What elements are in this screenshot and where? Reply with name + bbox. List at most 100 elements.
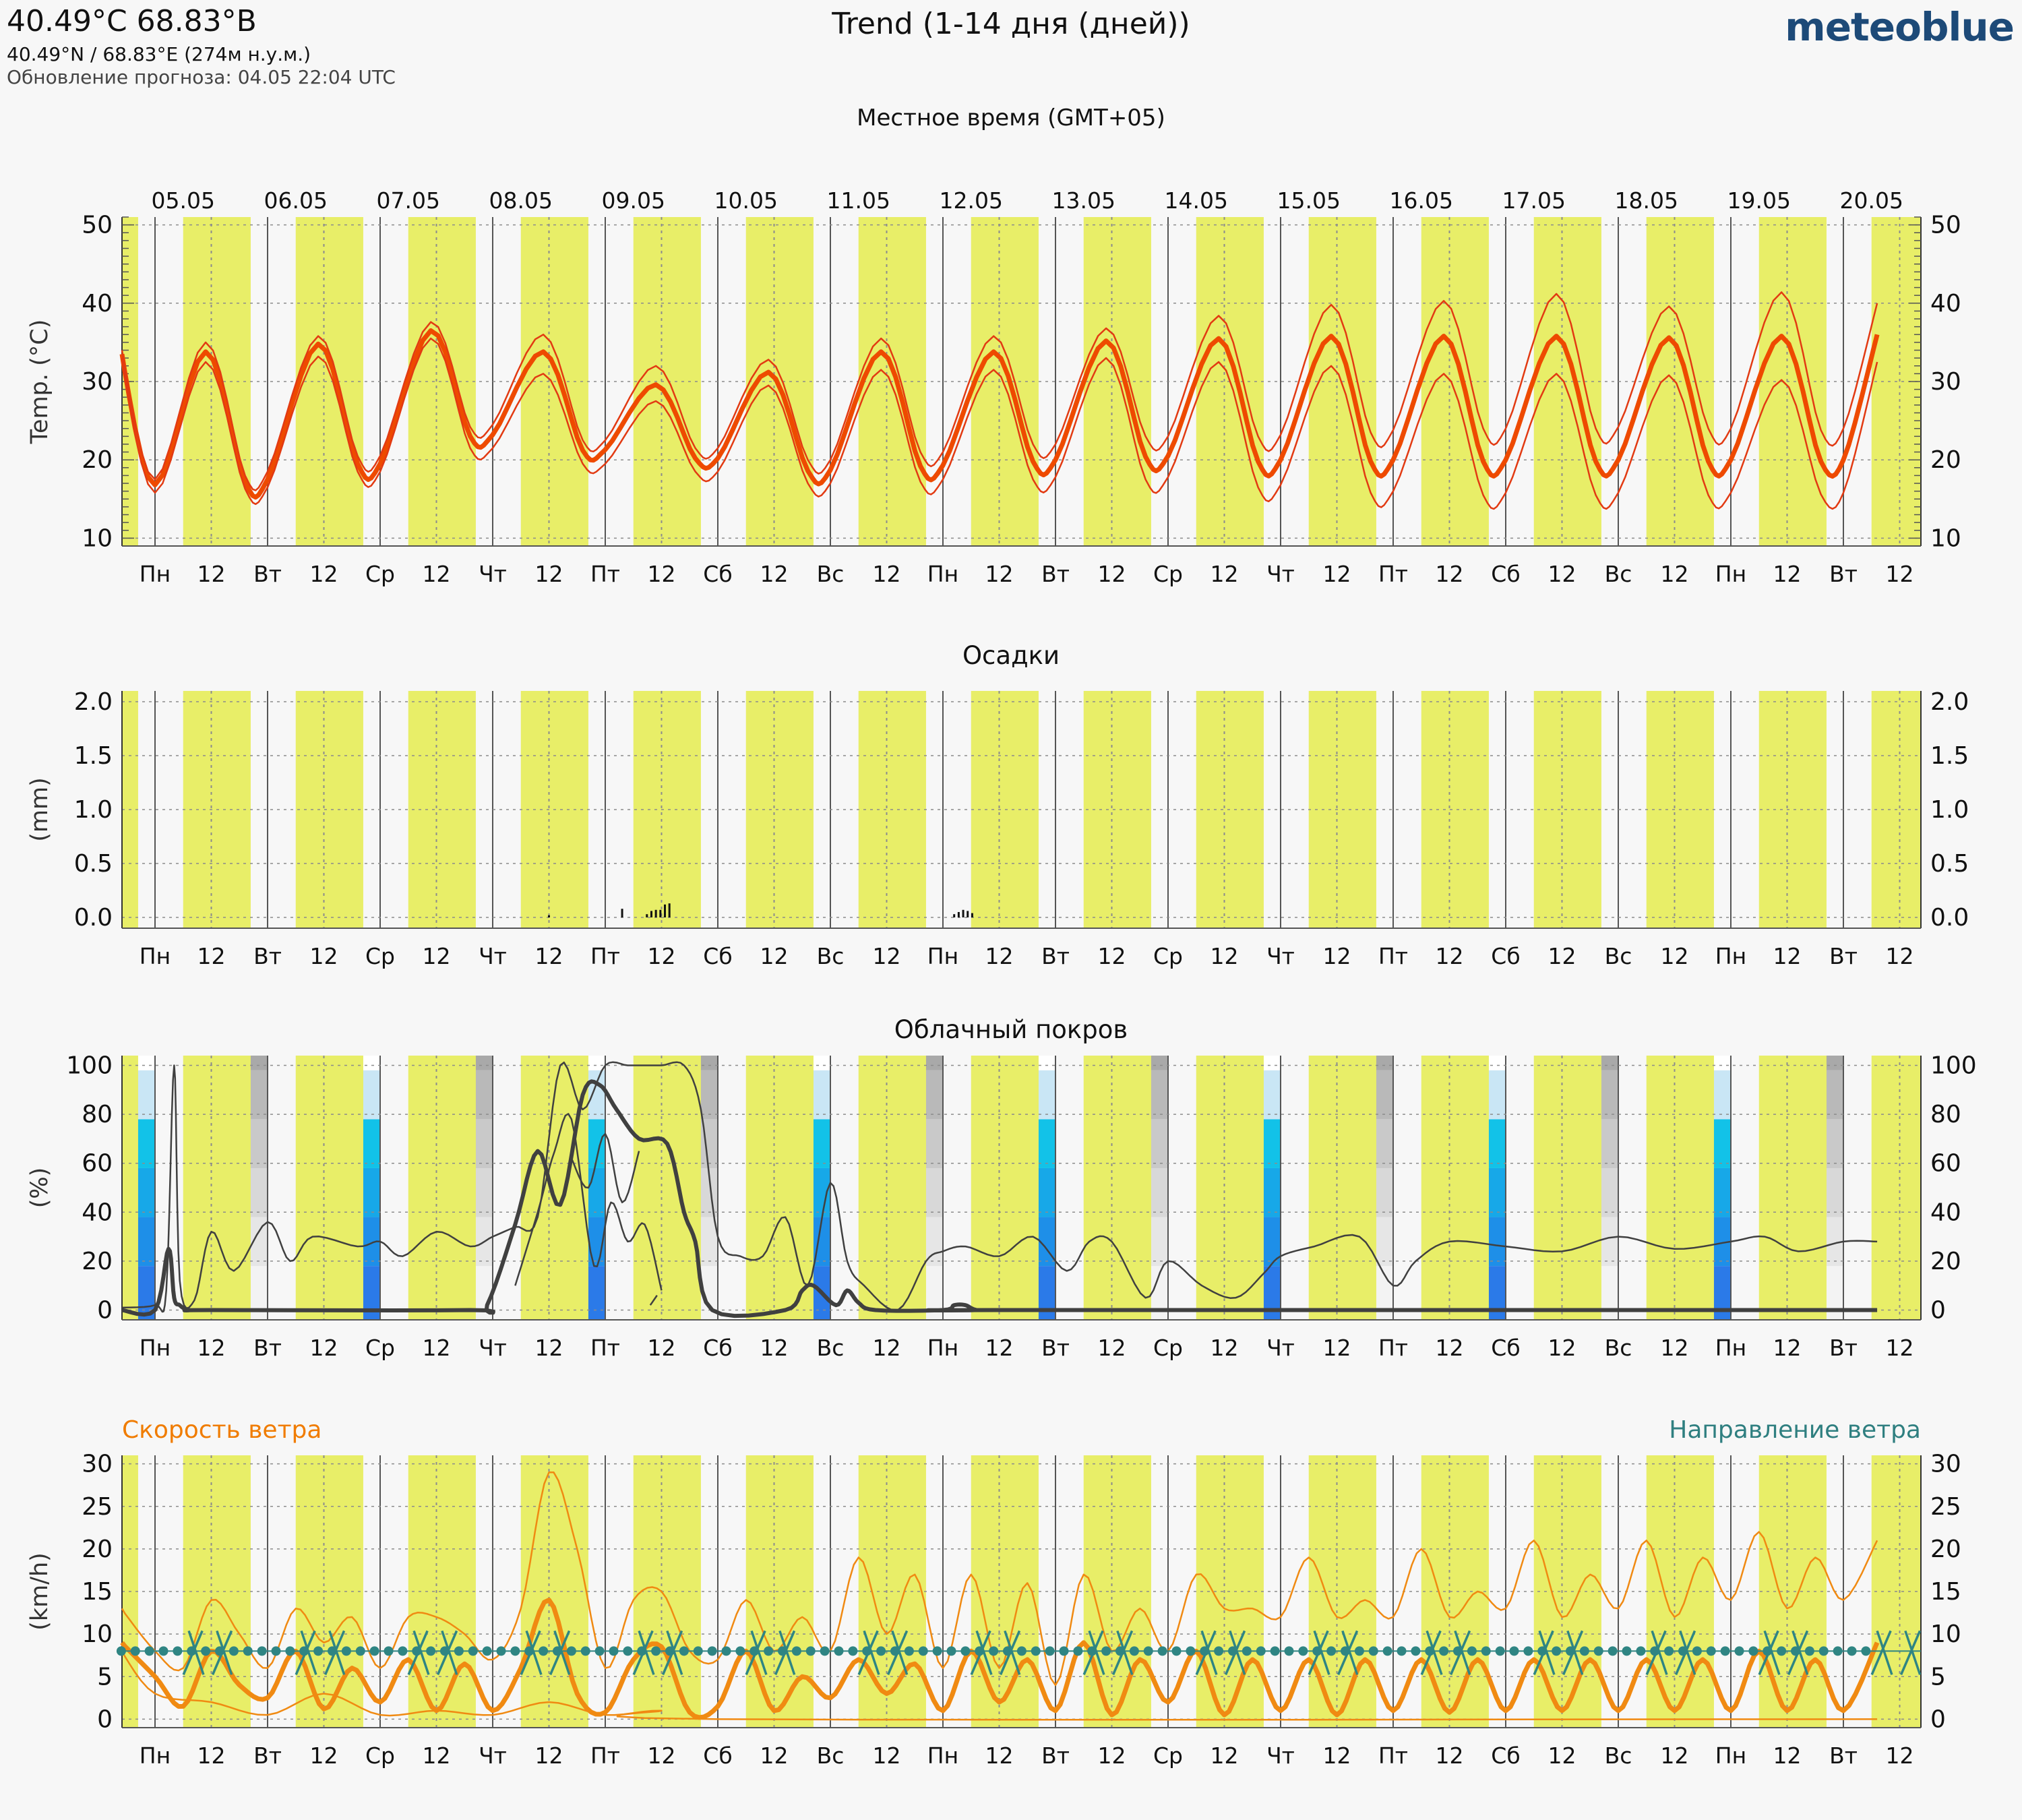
y-tick-label-right: 20 <box>1930 1248 1961 1275</box>
x-tick-label: Чт <box>479 561 507 587</box>
x-tick-label: Вс <box>817 1335 845 1361</box>
wind-barb <box>553 1630 571 1675</box>
x-tick-label: Пн <box>927 1335 958 1361</box>
y-tick-label-right: 0.5 <box>1930 850 1969 878</box>
x-tick-label: 12 <box>985 561 1014 587</box>
x-tick-label: 12 <box>310 1335 338 1361</box>
wind-barb <box>211 1630 233 1676</box>
x-tick-label: 12 <box>1661 561 1689 587</box>
x-tick-label: Пт <box>1378 561 1408 587</box>
daylight-band <box>1533 1455 1601 1728</box>
wind-direction-dot <box>1031 1646 1041 1656</box>
x-tick-label: 12 <box>1548 1335 1576 1361</box>
date-label: 11.05 <box>827 187 890 214</box>
wind-direction-dot <box>1129 1646 1139 1656</box>
x-tick-label: 12 <box>648 1742 676 1769</box>
date-label: 10.05 <box>714 187 778 214</box>
daylight-band <box>1533 1056 1601 1320</box>
x-tick-label: 12 <box>1098 1742 1126 1769</box>
wind-barb <box>638 1630 655 1675</box>
x-tick-label: 12 <box>310 561 338 587</box>
wind-direction-dot <box>257 1646 267 1656</box>
x-tick-label: Вт <box>253 1335 282 1361</box>
x-tick-label: Ср <box>365 1335 395 1361</box>
x-tick-label: 12 <box>197 1335 226 1361</box>
wind-direction-dot <box>1818 1646 1829 1656</box>
wind-direction-dot <box>384 1646 394 1656</box>
x-tick-label: 12 <box>1323 1335 1351 1361</box>
date-label: 16.05 <box>1390 187 1453 214</box>
y-tick-label-left: 25 <box>82 1493 113 1521</box>
wind-direction-dot <box>116 1646 126 1656</box>
x-tick-label: Пн <box>1715 943 1746 969</box>
x-tick-label: 12 <box>423 1335 451 1361</box>
date-label: 09.05 <box>602 187 665 214</box>
x-tick-label: 12 <box>985 1742 1014 1769</box>
daylight-band <box>295 1056 363 1320</box>
wind-barb <box>441 1630 458 1675</box>
x-tick-label: Ср <box>1153 943 1183 969</box>
date-label: 12.05 <box>940 187 1003 214</box>
wind-direction-dot <box>693 1646 703 1656</box>
panel-title: Облачный покров <box>894 1015 1128 1044</box>
y-axis-label: Temp. (°C) <box>26 320 53 445</box>
x-tick-label: Чт <box>1266 561 1295 587</box>
x-tick-label: 12 <box>197 561 226 587</box>
wind-direction-dot <box>1692 1646 1702 1656</box>
date-label: 05.05 <box>152 187 215 214</box>
y-tick-label-right: 30 <box>1930 368 1961 396</box>
daylight-band <box>183 1056 251 1320</box>
daylight-band <box>1196 1056 1264 1320</box>
x-tick-label: Пн <box>927 561 958 587</box>
wind-direction-dot <box>651 1646 661 1656</box>
date-label: 15.05 <box>1277 187 1341 214</box>
daylight-band <box>971 1455 1039 1728</box>
y-tick-label-left: 1.5 <box>74 742 113 770</box>
wind-barb <box>1904 1630 1922 1675</box>
wind-barb <box>1224 1630 1246 1676</box>
series-mean <box>119 328 1880 500</box>
series-lower <box>121 1650 1878 1721</box>
wind-barb <box>1566 1630 1584 1675</box>
wind-direction-dot <box>1059 1646 1069 1656</box>
y-axis-label: (mm) <box>26 777 53 842</box>
wind-direction-dot <box>707 1646 717 1656</box>
wind-barb <box>750 1630 768 1675</box>
daylight-band <box>1646 1056 1714 1320</box>
meteoblue-logo[interactable]: meteoblue <box>1785 4 2015 50</box>
wind-direction-dot <box>1734 1646 1744 1656</box>
x-tick-label: Сб <box>703 1742 732 1769</box>
panel-wind: 0 0 5 5 10 10 15 15 20 20 25 25 30 30 (km/h) Скорость в… <box>26 1416 1961 1769</box>
x-tick-label: Вс <box>1605 561 1632 587</box>
date-label: 06.05 <box>264 187 328 214</box>
y-tick-label-left: 60 <box>82 1150 113 1178</box>
x-tick-label: 12 <box>310 943 338 969</box>
wind-barb <box>632 1630 654 1676</box>
date-label: 13.05 <box>1052 187 1115 214</box>
x-tick-label: Пт <box>590 1742 620 1769</box>
y-tick-label-left: 0 <box>97 1705 113 1733</box>
y-tick-label-right: 0 <box>1930 1705 1946 1733</box>
x-tick-label: 12 <box>648 1335 676 1361</box>
y-tick-label-left: 0 <box>97 1296 113 1324</box>
y-tick-label-left: 15 <box>82 1578 113 1606</box>
wind-direction-dot <box>539 1646 549 1656</box>
x-tick-label: Сб <box>1491 943 1520 969</box>
wind-barb <box>1787 1630 1809 1676</box>
wind-direction-dot <box>1284 1646 1294 1656</box>
x-tick-label: Пн <box>140 1742 171 1769</box>
wind-direction-dot <box>1270 1646 1280 1656</box>
x-tick-label: 12 <box>1773 1335 1802 1361</box>
y-tick-label-right: 100 <box>1930 1052 1977 1080</box>
wind-direction-dot <box>848 1646 858 1656</box>
x-tick-label: Сб <box>1491 561 1520 587</box>
y-tick-label-right: 0 <box>1930 1296 1946 1324</box>
wind-direction-dot <box>1467 1646 1477 1656</box>
location-title: 40.49°C 68.83°В <box>7 4 257 38</box>
x-tick-label: 12 <box>1548 1742 1576 1769</box>
y-axis-label: (km/h) <box>26 1552 53 1631</box>
x-tick-label: 12 <box>1436 1742 1464 1769</box>
wind-barb <box>1899 1630 1922 1676</box>
wind-direction-dot <box>594 1646 605 1656</box>
